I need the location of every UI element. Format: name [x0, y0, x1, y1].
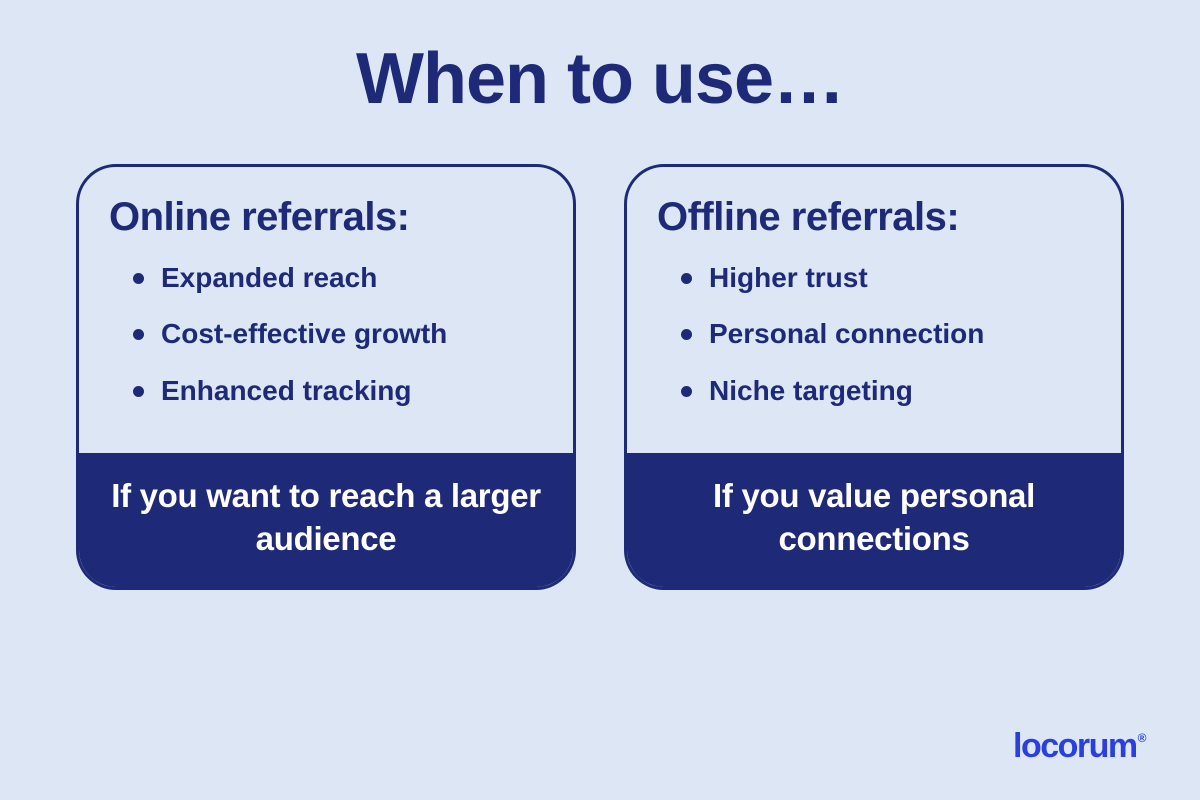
list-item: Enhanced tracking [133, 373, 543, 409]
registered-mark: ® [1138, 731, 1145, 745]
list-item: Personal connection [681, 316, 1091, 352]
card-online-footer: If you want to reach a larger audience [79, 453, 573, 587]
brand-logo-text: locorum [1013, 727, 1137, 765]
card-offline-top: Offline referrals: Higher trust Personal… [627, 167, 1121, 453]
list-item: Expanded reach [133, 260, 543, 296]
card-offline-footer: If you value personal connections [627, 453, 1121, 587]
brand-logo: locorum® [1013, 727, 1144, 766]
card-online: Online referrals: Expanded reach Cost-ef… [76, 164, 576, 590]
card-online-bullets: Expanded reach Cost-effective growth Enh… [109, 260, 543, 409]
card-online-top: Online referrals: Expanded reach Cost-ef… [79, 167, 573, 453]
list-item: Cost-effective growth [133, 316, 543, 352]
card-offline: Offline referrals: Higher trust Personal… [624, 164, 1124, 590]
cards-row: Online referrals: Expanded reach Cost-ef… [0, 164, 1200, 590]
list-item: Niche targeting [681, 373, 1091, 409]
card-offline-bullets: Higher trust Personal connection Niche t… [657, 260, 1091, 409]
list-item: Higher trust [681, 260, 1091, 296]
card-offline-heading: Offline referrals: [657, 195, 1091, 240]
page-title: When to use… [0, 0, 1200, 120]
card-online-heading: Online referrals: [109, 195, 543, 240]
